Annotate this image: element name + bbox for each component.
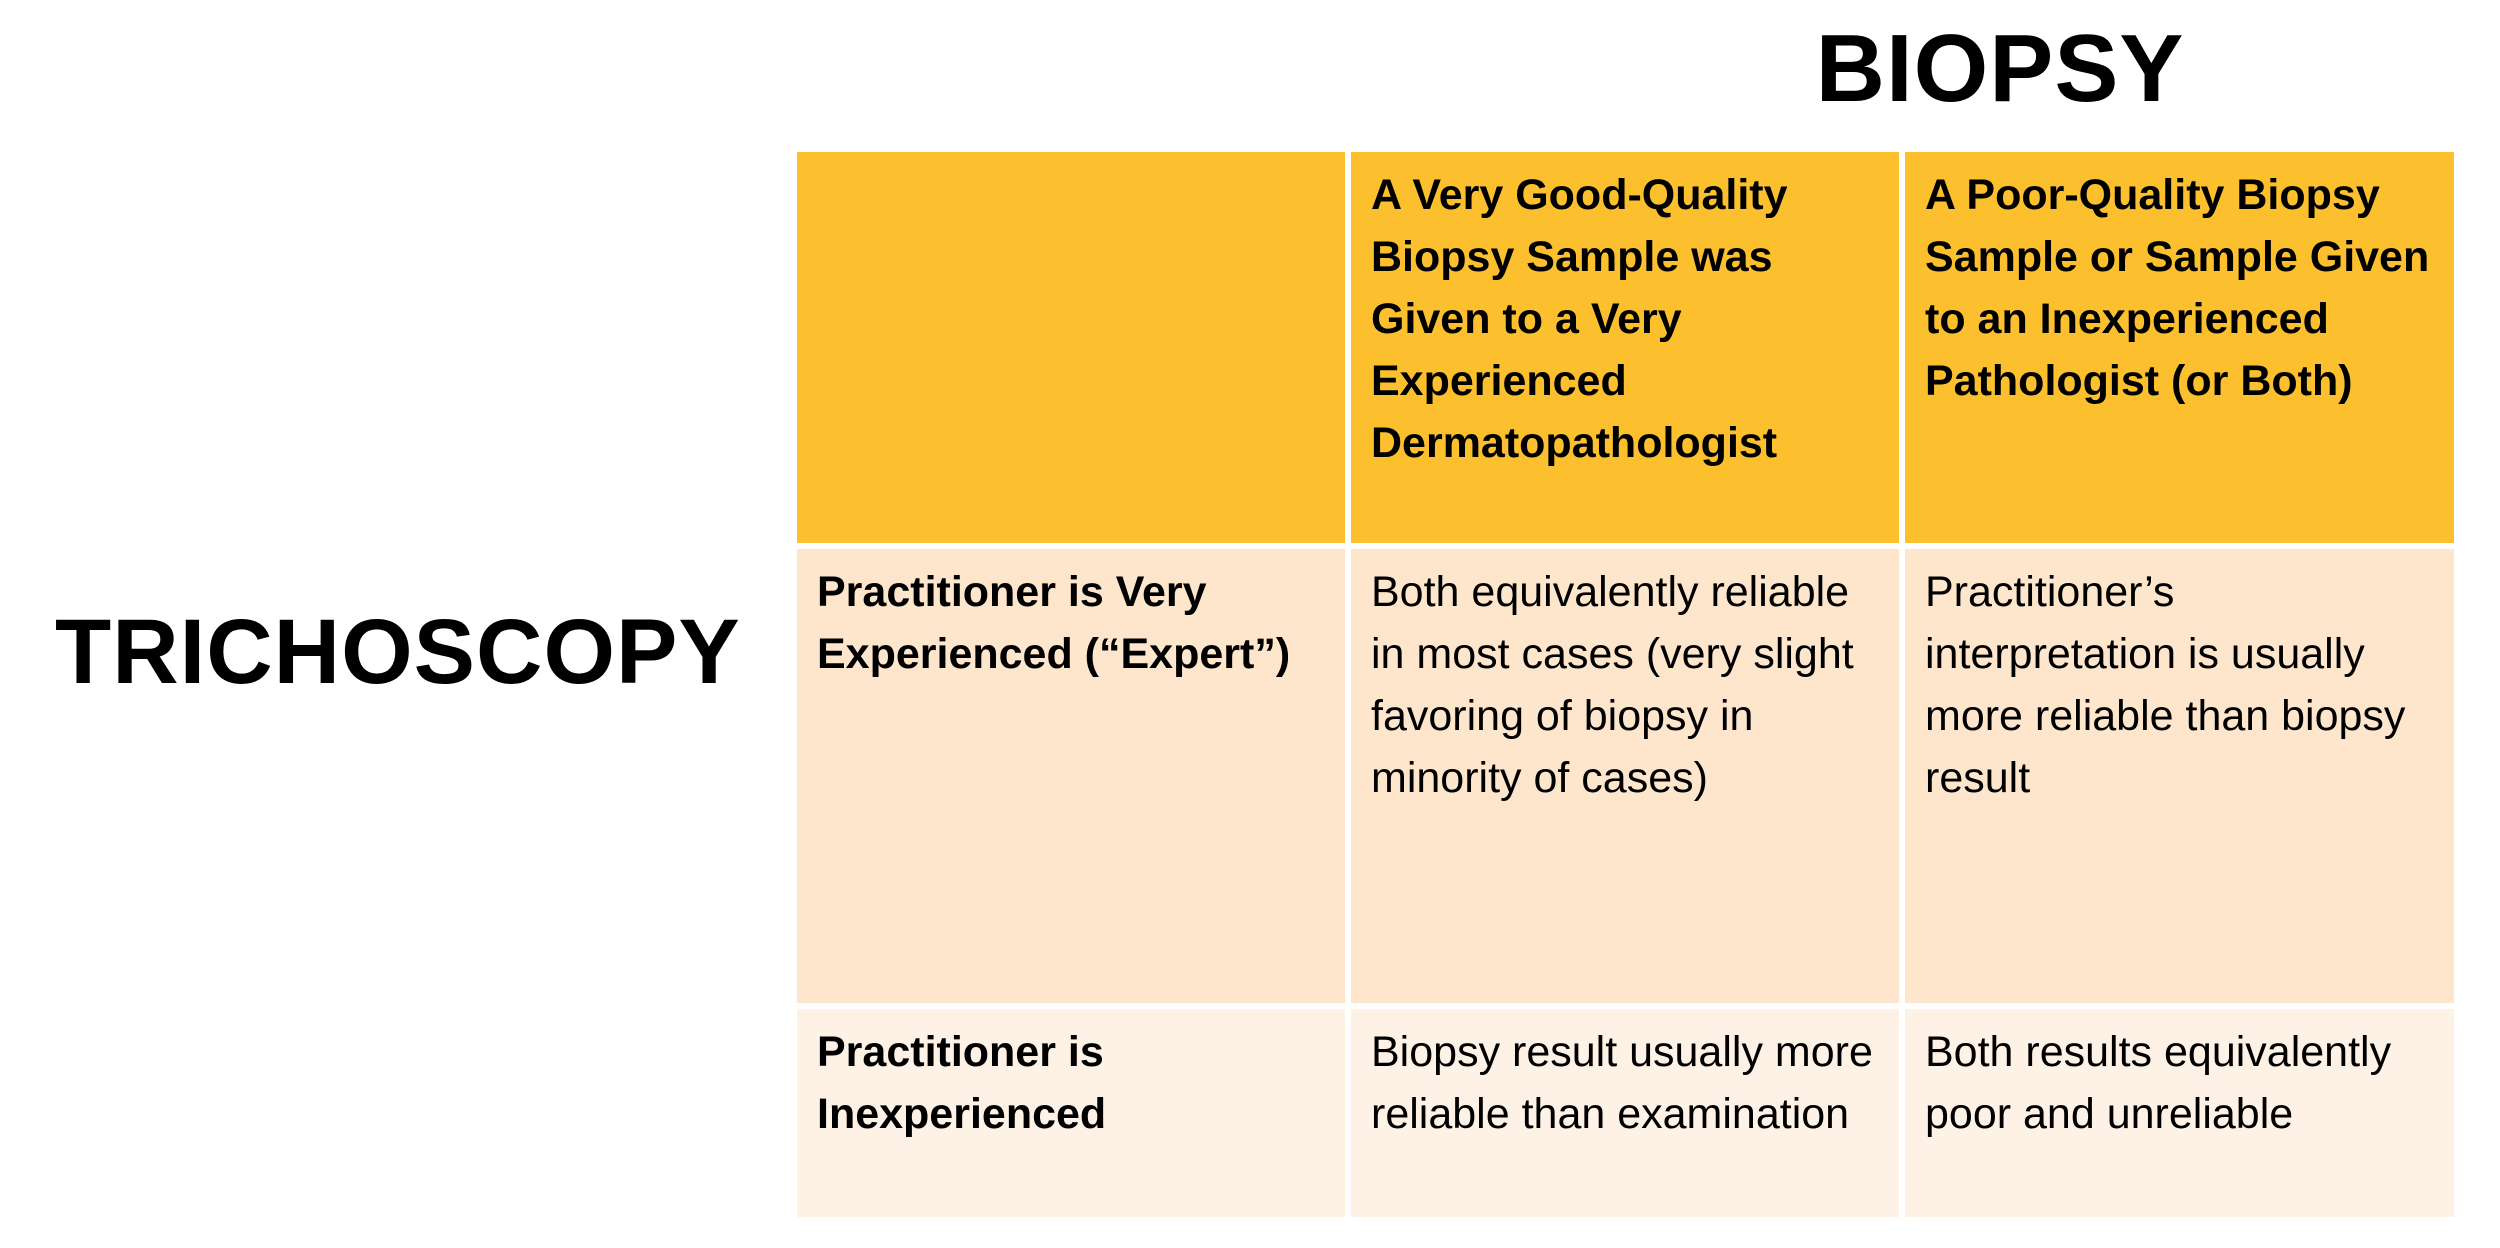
trichoscopy-title: TRICHOSCOPY (55, 601, 741, 703)
header-corner-cell (797, 152, 1345, 543)
row-label-expert-practitioner: Practitioner is Very Experienced (“Exper… (797, 549, 1345, 1003)
cell-expert-good-biopsy: Both equivalently reliable in most cases… (1351, 549, 1899, 1003)
cell-inexperienced-good-biopsy: Biopsy result usually more reliable than… (1351, 1009, 1899, 1217)
comparison-table: A Very Good-Quality Biopsy Sample was Gi… (797, 152, 2454, 1217)
cell-expert-poor-biopsy: Practitioner’s interpretation is usually… (1905, 549, 2454, 1003)
header-poor-quality-biopsy: A Poor-Quality Biopsy Sample or Sample G… (1905, 152, 2454, 543)
header-good-quality-biopsy: A Very Good-Quality Biopsy Sample was Gi… (1351, 152, 1899, 543)
biopsy-title: BIOPSY (1815, 15, 2185, 122)
row-label-inexperienced-practitioner: Practitioner is Inexperienced (797, 1009, 1345, 1217)
cell-inexperienced-poor-biopsy: Both results equivalently poor and unrel… (1905, 1009, 2454, 1217)
